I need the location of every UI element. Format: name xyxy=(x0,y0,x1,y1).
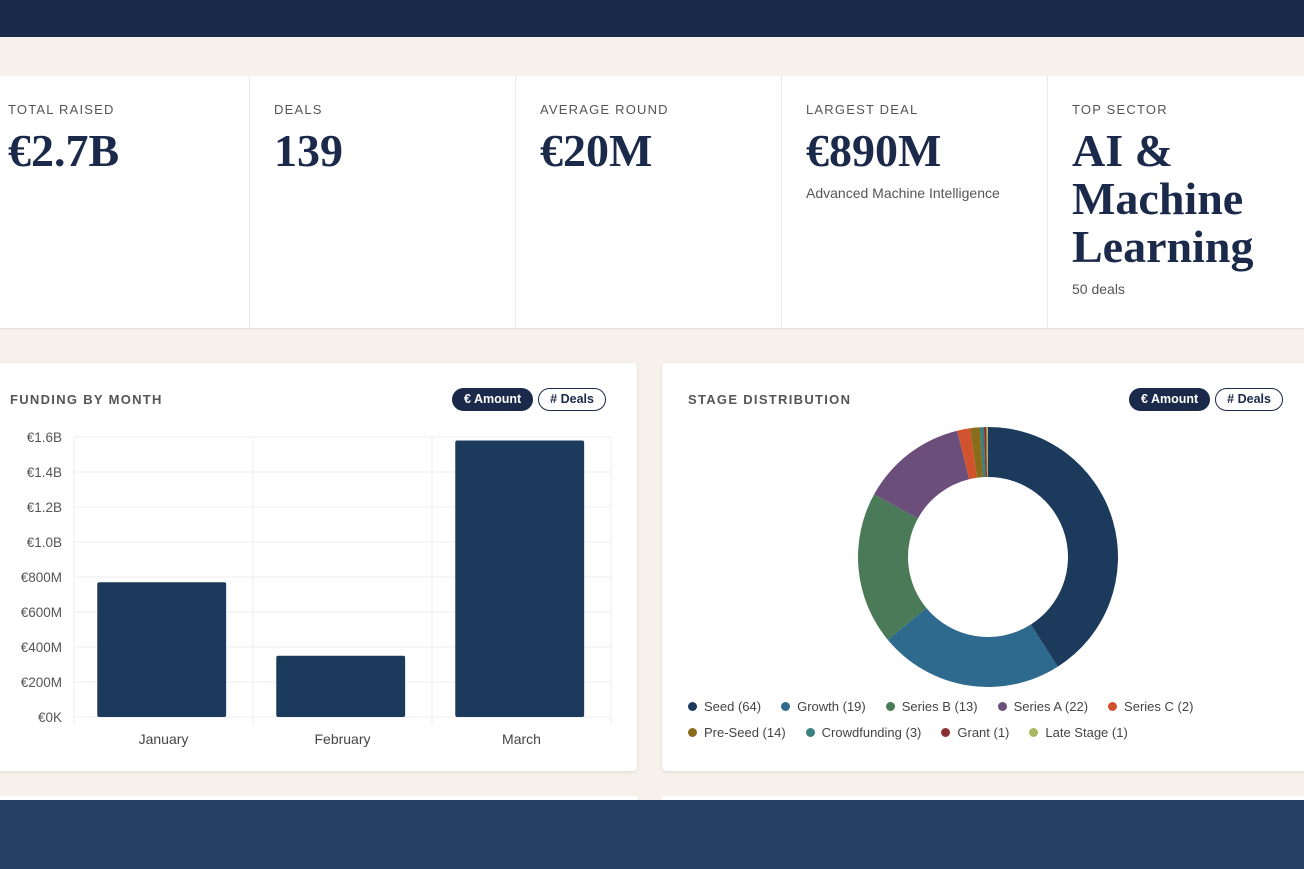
panel-title: FUNDING BY MONTH xyxy=(10,392,163,407)
legend-dot-icon xyxy=(688,728,697,737)
x-tick-label: February xyxy=(314,731,370,747)
kpi-label: Average Round xyxy=(540,102,669,117)
y-tick-label: €400M xyxy=(21,640,62,655)
legend-label: Crowdfunding (3) xyxy=(821,725,922,740)
kpi-largest-deal: Largest Deal €890M Advanced Machine Intell… xyxy=(782,76,1048,328)
y-tick-label: €1.4B xyxy=(27,465,62,480)
kpi-label: Deals xyxy=(274,102,323,117)
legend-item[interactable]: Growth (19) xyxy=(781,699,866,714)
legend-label: Late Stage (1) xyxy=(1045,725,1128,740)
legend-label: Series A (22) xyxy=(1013,699,1089,714)
donut-slice xyxy=(874,430,970,519)
next-panel-edge xyxy=(662,796,1304,800)
legend-item[interactable]: Seed (64) xyxy=(688,699,761,714)
kpi-label: Largest Deal xyxy=(806,102,919,117)
next-panel-edge xyxy=(0,796,637,800)
chart-legend: Seed (64) Growth (19) Series B (13) Series … xyxy=(688,699,1248,740)
panel-title: STAGE DISTRIBUTION xyxy=(688,392,852,407)
stage-distribution-panel: STAGE DISTRIBUTION € Amount # Deals Seed… xyxy=(662,363,1304,771)
bottom-bar xyxy=(0,800,1304,869)
y-tick-label: €600M xyxy=(21,605,62,620)
legend-dot-icon xyxy=(885,702,895,711)
legend-dot-icon xyxy=(941,728,951,737)
legend-dot-icon xyxy=(1029,728,1039,737)
kpi-top-sector: Top Sector AI & Machine Learning 50 deals xyxy=(1048,76,1304,328)
kpi-value: €20M xyxy=(540,125,653,176)
x-tick-label: March xyxy=(502,731,541,747)
kpi-label: Top Sector xyxy=(1072,102,1168,117)
legend-dot-icon xyxy=(1108,702,1118,711)
funding-bar-chart: €0K €200M €400M €600M €800M €1.0B €1.2B €1.4B €1… xyxy=(21,430,612,747)
y-tick-label: €1.2B xyxy=(27,500,62,515)
legend-item[interactable]: Grant (1) xyxy=(941,725,1009,740)
donut-slice xyxy=(983,427,987,478)
kpi-sub: 50 deals xyxy=(1072,281,1125,297)
kpi-sub: Advanced Machine Intelligence xyxy=(806,185,1000,201)
kpi-value: €2.7B xyxy=(8,125,120,176)
legend-label: Pre-Seed (14) xyxy=(704,725,786,740)
donut-slice xyxy=(979,427,986,478)
y-tick-label: €1.6B xyxy=(27,430,62,445)
top-nav-bar xyxy=(0,0,1304,37)
legend-item[interactable]: Series B (13) xyxy=(885,699,978,714)
kpi-value: €890M xyxy=(806,125,942,176)
legend-item[interactable]: Crowdfunding (3) xyxy=(805,725,922,740)
bar-february xyxy=(276,655,406,717)
legend-label: Series B (13) xyxy=(901,699,978,714)
amount-toggle[interactable]: € Amount xyxy=(452,388,534,411)
deals-toggle[interactable]: # Deals xyxy=(538,388,606,411)
kpi-average-round: Average Round €20M xyxy=(516,76,782,328)
amount-toggle[interactable]: € Amount xyxy=(1129,388,1211,411)
y-tick-label: €0K xyxy=(38,710,62,725)
kpi-total-raised: Total Raised €2.7B xyxy=(0,76,250,328)
x-tick-label: January xyxy=(139,731,189,747)
y-tick-label: €1.0B xyxy=(27,535,62,550)
y-tick-label: €800M xyxy=(21,570,62,585)
legend-dot-icon xyxy=(688,702,697,711)
legend-item[interactable]: Late Stage (1) xyxy=(1029,725,1128,740)
legend-item[interactable]: Series A (22) xyxy=(997,699,1089,714)
legend-label: Seed (64) xyxy=(704,699,762,714)
donut-slice xyxy=(858,494,927,640)
legend-dot-icon xyxy=(781,702,791,711)
donut-slice xyxy=(988,427,1118,667)
kpi-label: Total Raised xyxy=(8,102,115,117)
legend-item[interactable]: Series C (2) xyxy=(1108,699,1193,714)
donut-slice xyxy=(887,607,1058,687)
stage-donut-chart xyxy=(858,427,1118,687)
donut-slice xyxy=(970,427,983,478)
donut-slice xyxy=(986,427,988,478)
funding-by-month-panel: FUNDING BY MONTH € Amount # Deals €0K €20… xyxy=(0,363,637,771)
legend-label: Growth (19) xyxy=(797,699,866,714)
legend-dot-icon xyxy=(997,702,1007,711)
donut-slice xyxy=(957,428,977,480)
kpi-value: AI & Machine Learning xyxy=(1072,125,1254,272)
kpi-value: 139 xyxy=(274,125,343,176)
bar-january xyxy=(97,582,227,717)
deals-toggle[interactable]: # Deals xyxy=(1215,388,1283,411)
kpi-row: Total Raised €2.7B Deals 139 Average Round… xyxy=(0,76,1304,328)
bar-march xyxy=(455,440,585,717)
y-tick-label: €200M xyxy=(21,675,62,690)
legend-label: Series C (2) xyxy=(1124,699,1194,714)
legend-label: Grant (1) xyxy=(957,725,1010,740)
legend-dot-icon xyxy=(805,728,815,737)
kpi-deals: Deals 139 xyxy=(250,76,516,328)
legend-item[interactable]: Pre-Seed (14) xyxy=(688,725,786,740)
